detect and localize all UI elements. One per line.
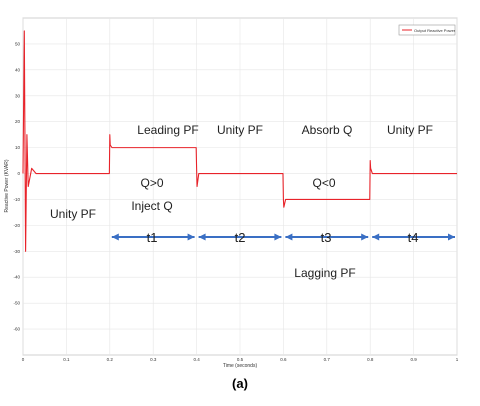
interval-label-t3: t3 [321, 230, 332, 245]
y-tick-label: 30 [15, 93, 21, 98]
annotation-unity-pf-left: Unity PF [50, 207, 96, 221]
x-tick-label: 0.8 [367, 357, 374, 362]
arrowhead-right-icon [361, 233, 369, 241]
x-tick-label: 0.4 [193, 357, 200, 362]
interval-arrows [111, 233, 455, 241]
x-tick-label: 0.6 [280, 357, 287, 362]
figure-caption: (a) [232, 376, 248, 391]
arrowhead-left-icon [198, 233, 206, 241]
legend-box [398, 24, 456, 36]
x-tick-label: 0.9 [410, 357, 417, 362]
y-tick-label: 20 [15, 119, 21, 124]
x-tick-label: 0.1 [63, 357, 70, 362]
x-tick-label: 1 [456, 357, 459, 362]
y-tick-label: -60 [13, 327, 20, 332]
gridlines [22, 18, 458, 355]
arrowhead-right-icon [448, 233, 455, 241]
y-tick-label: 40 [15, 67, 21, 72]
arrowhead-left-icon [285, 233, 293, 241]
annotation-q-negative: Q<0 [312, 176, 335, 190]
annotation-unity-pf-1: Unity PF [217, 123, 263, 137]
arrowhead-left-icon [372, 233, 380, 241]
y-tick-label: -50 [13, 301, 20, 306]
y-axis-label: Reactive Power (KVAR) [4, 159, 10, 212]
reactive-power-chart: 0 0.1 0.2 0.3 0.4 0.5 0.6 0.7 0.8 0.9 1 50 40 30 20 10 0… [4, 17, 459, 369]
annotation-leading-pf: Leading PF [137, 123, 198, 137]
x-tick-label: 0.5 [237, 357, 244, 362]
x-axis-label: Time (seconds) [223, 363, 258, 369]
y-tick-label: -30 [13, 249, 20, 254]
y-tick-label: -10 [13, 197, 20, 202]
interval-label-t4: t4 [408, 230, 419, 245]
series-group [22, 30, 457, 252]
x-tick-label: 0.2 [107, 357, 114, 362]
annotation-inject-q: Inject Q [131, 199, 172, 213]
arrowhead-right-icon [274, 233, 282, 241]
x-tick-label: 0.3 [150, 357, 157, 362]
y-tick-label: -20 [13, 223, 20, 228]
annotations: Leading PF Unity PF Absorb Q Unity PF Q>… [50, 123, 433, 280]
y-tick-label: 50 [15, 41, 21, 46]
x-tick-label: 0 [22, 357, 25, 362]
annotation-unity-pf-2: Unity PF [387, 123, 433, 137]
y-tick-label: 10 [15, 145, 21, 150]
x-tick-label: 0.7 [324, 357, 331, 362]
legend: Output Reactive Power [398, 24, 456, 36]
series-line [22, 30, 457, 252]
annotation-q-positive: Q>0 [140, 176, 163, 190]
interval-labels: t1 t2 t3 t4 [147, 230, 419, 245]
legend-label: Output Reactive Power [414, 28, 456, 33]
annotation-absorb-q: Absorb Q [302, 123, 353, 137]
interval-label-t2: t2 [235, 230, 246, 245]
interval-label-t1: t1 [147, 230, 158, 245]
y-tick-label: -40 [13, 275, 20, 280]
annotation-lagging-pf: Lagging PF [294, 266, 355, 280]
arrowhead-right-icon [187, 233, 195, 241]
y-tick-label: 0 [17, 171, 20, 176]
axis-ticks: 0 0.1 0.2 0.3 0.4 0.5 0.6 0.7 0.8 0.9 1 50 40 30 20 10 0… [13, 41, 458, 362]
arrowhead-left-icon [111, 233, 119, 241]
